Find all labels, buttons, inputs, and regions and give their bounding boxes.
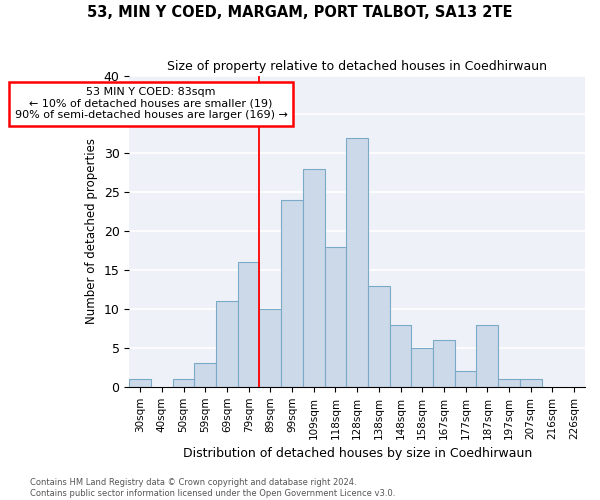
- Text: 53, MIN Y COED, MARGAM, PORT TALBOT, SA13 2TE: 53, MIN Y COED, MARGAM, PORT TALBOT, SA1…: [87, 5, 513, 20]
- Bar: [325, 247, 346, 387]
- Bar: [281, 200, 303, 387]
- Bar: [433, 340, 455, 387]
- Bar: [412, 348, 433, 387]
- Y-axis label: Number of detached properties: Number of detached properties: [85, 138, 98, 324]
- X-axis label: Distribution of detached houses by size in Coedhirwaun: Distribution of detached houses by size …: [182, 447, 532, 460]
- Bar: [129, 379, 151, 387]
- Bar: [194, 364, 216, 387]
- Bar: [520, 379, 542, 387]
- Bar: [389, 324, 412, 387]
- Bar: [455, 372, 476, 387]
- Bar: [476, 324, 498, 387]
- Bar: [346, 138, 368, 387]
- Bar: [238, 262, 259, 387]
- Bar: [303, 169, 325, 387]
- Text: 53 MIN Y COED: 83sqm
← 10% of detached houses are smaller (19)
90% of semi-detac: 53 MIN Y COED: 83sqm ← 10% of detached h…: [14, 87, 287, 120]
- Bar: [216, 301, 238, 387]
- Title: Size of property relative to detached houses in Coedhirwaun: Size of property relative to detached ho…: [167, 60, 547, 73]
- Bar: [259, 309, 281, 387]
- Bar: [368, 286, 389, 387]
- Bar: [173, 379, 194, 387]
- Text: Contains HM Land Registry data © Crown copyright and database right 2024.
Contai: Contains HM Land Registry data © Crown c…: [30, 478, 395, 498]
- Bar: [498, 379, 520, 387]
